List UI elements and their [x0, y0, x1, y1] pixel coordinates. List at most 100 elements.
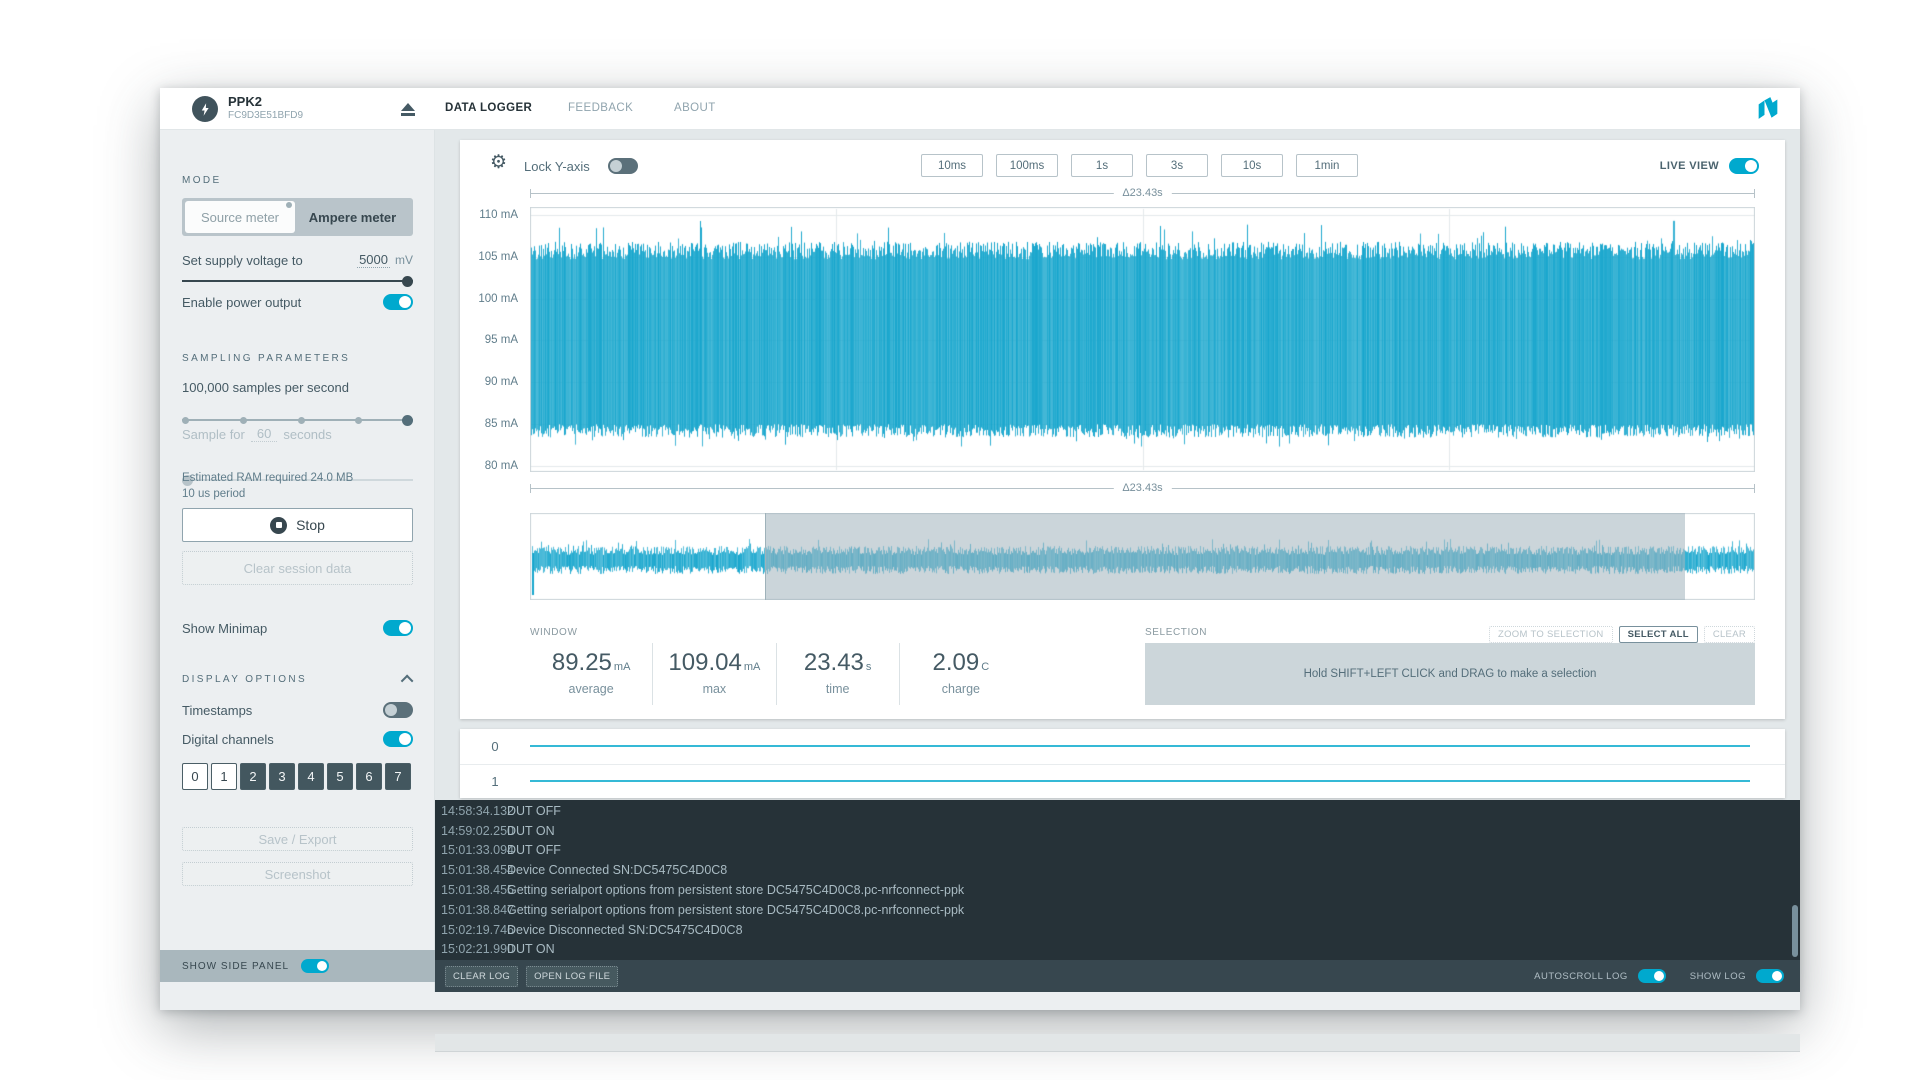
display-options-header-row[interactable]: DISPLAY OPTIONS: [182, 674, 413, 685]
open-log-file-button[interactable]: OPEN LOG FILE: [526, 966, 618, 987]
log-timestamp: 14:59:02.250: [441, 824, 507, 838]
range-button-1s[interactable]: 1s: [1071, 154, 1133, 177]
digital-channel-label: 0: [460, 739, 530, 754]
window-stats-header: WINDOW: [530, 627, 577, 638]
display-options-header: DISPLAY OPTIONS: [182, 674, 307, 685]
window-duration-label: Δ23.43s: [1113, 187, 1171, 199]
tab-feedback[interactable]: FEEDBACK: [568, 102, 633, 114]
slider-handle[interactable]: [402, 415, 413, 426]
clear-button: CLEAR: [1704, 626, 1755, 643]
window-duration-ruler-top: Δ23.43s: [530, 186, 1755, 200]
mode-option-ampere-meter[interactable]: Ampere meter: [295, 201, 410, 233]
show-minimap-toggle[interactable]: [383, 620, 413, 636]
selection-hint-text: Hold SHIFT+LEFT CLICK and DRAG to make a…: [1304, 668, 1597, 680]
channel-button-6[interactable]: 6: [356, 763, 382, 790]
channel-button-1[interactable]: 1: [211, 763, 237, 790]
log-entries: 14:58:34.132DUT OFF14:59:02.250DUT ON15:…: [435, 801, 1800, 959]
clear-session-button[interactable]: Clear session data: [182, 551, 413, 585]
channel-button-5[interactable]: 5: [327, 763, 353, 790]
stat-value: 23.43: [804, 649, 864, 676]
range-button-10s[interactable]: 10s: [1221, 154, 1283, 177]
chevron-up-icon: [401, 675, 414, 688]
mode-indicator-dot: [286, 202, 292, 208]
current-chart[interactable]: [530, 207, 1755, 472]
stop-button[interactable]: Stop: [182, 508, 413, 542]
app-window: PPK2 FC9D3E51BFD9 DATA LOGGER FEEDBACK ABO…: [160, 88, 1800, 1010]
minimap-window-overlay[interactable]: [765, 513, 1685, 600]
log-row: 15:01:33.094DUT OFF: [435, 841, 1800, 861]
stat-unit: mA: [614, 661, 631, 673]
channel-button-7[interactable]: 7: [385, 763, 411, 790]
range-button-3s[interactable]: 3s: [1146, 154, 1208, 177]
selection-hint-box[interactable]: Hold SHIFT+LEFT CLICK and DRAG to make a…: [1145, 643, 1755, 705]
device-serial: FC9D3E51BFD9: [228, 110, 303, 121]
range-button-1min[interactable]: 1min: [1296, 154, 1358, 177]
log-scrollbar-thumb[interactable]: [1792, 905, 1798, 957]
supply-voltage-input[interactable]: 5000: [357, 252, 390, 268]
log-timestamp: 15:01:38.847: [441, 903, 507, 917]
stat-value: 2.09: [933, 649, 980, 676]
log-row: 15:02:21.990DUT ON: [435, 940, 1800, 960]
y-axis-tick: 85 mA: [485, 418, 518, 430]
stat-time: 23.43s time: [776, 643, 899, 705]
log-toolbar: CLEAR LOG OPEN LOG FILE AUTOSCROLL LOG S…: [435, 960, 1800, 992]
digital-channel-trace: [530, 745, 1750, 747]
live-view-toggle[interactable]: [1729, 158, 1759, 174]
y-axis-tick: 100 mA: [478, 293, 518, 305]
clear-log-button[interactable]: CLEAR LOG: [445, 966, 518, 987]
show-minimap-row: Show Minimap: [182, 620, 413, 636]
screenshot-button[interactable]: Screenshot: [182, 862, 413, 886]
mode-option-source-meter[interactable]: Source meter: [185, 201, 295, 233]
digital-channels-toggle[interactable]: [383, 731, 413, 747]
log-timestamp: 15:01:38.455: [441, 883, 507, 897]
channel-button-0[interactable]: 0: [182, 763, 208, 790]
log-message: Device Connected SN:DC5475C4D0C8: [507, 863, 727, 877]
lock-y-axis-toggle[interactable]: [608, 158, 638, 174]
log-message: DUT OFF: [507, 843, 561, 857]
channel-button-2[interactable]: 2: [240, 763, 266, 790]
range-button-10ms[interactable]: 10ms: [921, 154, 983, 177]
stat-label: charge: [942, 682, 980, 696]
channel-button-4[interactable]: 4: [298, 763, 324, 790]
chart-settings-gear-icon[interactable]: ⚙︎: [490, 153, 507, 172]
stat-value-row: 89.25mA: [552, 649, 631, 677]
stat-unit: s: [866, 661, 872, 673]
mode-section-header: MODE: [182, 175, 413, 186]
sample-duration-row: Sample for 60 seconds: [182, 426, 413, 442]
device-name: PPK2: [228, 94, 262, 109]
y-axis-tick: 105 mA: [478, 251, 518, 263]
stat-max: 109.04mAmax: [652, 643, 775, 705]
eject-device-button[interactable]: [397, 97, 419, 121]
digital-channel-row-0: 0: [460, 729, 1785, 763]
channel-button-3[interactable]: 3: [269, 763, 295, 790]
digital-channel-label: 1: [460, 774, 530, 789]
enable-power-toggle[interactable]: [383, 294, 413, 310]
log-timestamp: 14:58:34.132: [441, 804, 507, 818]
live-view-label: LIVE VIEW: [1660, 160, 1719, 172]
selection-header: SELECTION: [1145, 627, 1207, 638]
y-axis-tick: 95 mA: [485, 334, 518, 346]
range-button-100ms[interactable]: 100ms: [996, 154, 1058, 177]
stat-unit: mA: [744, 661, 761, 673]
sidebar: MODE Source meter Ampere meter Set suppl…: [160, 130, 435, 992]
show-log-toggle[interactable]: [1756, 969, 1784, 983]
tab-about[interactable]: ABOUT: [674, 102, 716, 114]
sample-rate-slider[interactable]: [182, 414, 413, 426]
selection-buttons: ZOOM TO SELECTIONSELECT ALLCLEAR: [1489, 626, 1755, 643]
select-all-button[interactable]: SELECT ALL: [1619, 626, 1698, 643]
log-row: 15:01:38.847Getting serialport options f…: [435, 900, 1800, 920]
timestamps-toggle[interactable]: [383, 702, 413, 718]
autoscroll-log-toggle[interactable]: [1638, 969, 1666, 983]
log-message: Getting serialport options from persiste…: [507, 903, 964, 917]
sample-for-label: Sample for: [182, 427, 245, 442]
main-area: ⚙︎ Lock Y-axis 10ms100ms1s3s10s1min LIVE…: [435, 130, 1800, 992]
save-export-button[interactable]: Save / Export: [182, 827, 413, 851]
supply-voltage-slider[interactable]: [182, 275, 413, 287]
slider-handle[interactable]: [402, 276, 413, 287]
stat-label: time: [826, 682, 850, 696]
show-side-panel-toggle[interactable]: [301, 959, 329, 973]
tab-data-logger[interactable]: DATA LOGGER: [445, 102, 532, 114]
stat-value-row: 109.04mA: [668, 649, 760, 677]
sample-duration-input[interactable]: 60: [251, 426, 277, 442]
show-side-panel-bar: SHOW SIDE PANEL: [160, 950, 435, 982]
